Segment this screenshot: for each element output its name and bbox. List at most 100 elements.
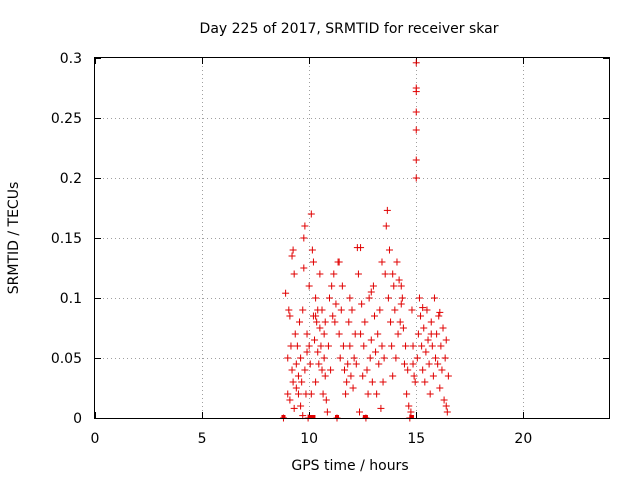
data-point [396,318,404,326]
data-point [405,402,413,410]
data-point-baseline [281,415,286,419]
data-point [345,318,353,326]
data-point [306,360,314,368]
data-point [298,378,306,386]
x-tick-label: 20 [514,431,532,447]
data-point [373,390,381,398]
data-point [436,308,444,316]
data-point [312,378,320,386]
data-point [319,390,327,398]
data-point [300,264,308,272]
data-point [360,342,368,350]
data-point [343,378,351,386]
data-point [411,378,419,386]
data-point [346,294,354,302]
data-point [395,276,403,284]
data-point [427,318,435,326]
data-point [330,270,338,278]
data-point [424,336,432,344]
data-point [301,366,309,374]
x-tick-label: 15 [407,431,425,447]
data-point [393,258,401,266]
data-point [316,270,324,278]
data-point [308,246,316,254]
data-point [410,372,418,380]
data-point [367,288,375,296]
data-point [352,360,360,368]
data-point [443,408,451,416]
data-point [290,404,298,412]
data-point [339,342,347,350]
data-point [383,206,391,214]
data-point [284,354,292,362]
data-point [372,348,380,356]
data-point [426,390,434,398]
data-point [432,354,440,362]
data-point [307,210,315,218]
data-point [377,404,385,412]
data-point [342,390,350,398]
data-point [313,318,321,326]
data-point [394,330,402,338]
data-point [337,306,345,314]
data-point [420,324,428,332]
data-point [344,360,352,368]
data-point [321,318,329,326]
data-point [321,372,329,380]
data-point [363,366,371,374]
data-point [417,312,425,320]
data-point [413,354,421,362]
data-point [354,270,362,278]
data-point [419,304,427,312]
x-tick-label: 0 [91,431,100,447]
data-point [309,258,317,266]
data-point [409,342,417,350]
data-point [364,390,372,398]
data-point [329,312,337,320]
data-point [326,294,334,302]
data-point [412,59,420,67]
data-point [435,312,443,320]
data-point [361,318,369,326]
data-point [412,84,420,92]
x-tick-label: 5 [198,431,207,447]
data-point [397,282,405,290]
data-point [407,408,415,416]
data-point [299,412,307,420]
data-point [389,372,397,380]
data-point [397,300,405,308]
data-point [400,360,408,368]
data-point [412,126,420,134]
data-point [297,402,305,410]
data-point [369,282,377,290]
data-point [425,360,433,368]
data-point-baseline [409,415,414,419]
data-point [312,294,320,302]
data-point [391,306,399,314]
data-point [348,306,356,314]
data-point [327,366,335,374]
data-point [358,300,366,308]
data-point [294,390,302,398]
data-point [368,378,376,386]
data-point [442,336,450,344]
data-point [320,330,328,338]
data-point [414,330,422,338]
data-point [388,342,396,350]
data-points [279,59,452,422]
y-axis-label: SRMTID / TECUs [6,182,22,295]
data-point [389,270,397,278]
data-point [323,408,331,416]
data-point [384,294,392,302]
data-point [297,354,305,362]
data-point [379,378,387,386]
data-point [328,282,336,290]
data-point [412,108,420,116]
data-point [305,342,313,350]
x-axis-label: GPS time / hours [291,458,408,474]
data-point [387,318,395,326]
data-point [290,270,298,278]
data-point [288,366,296,374]
data-point [318,306,326,314]
